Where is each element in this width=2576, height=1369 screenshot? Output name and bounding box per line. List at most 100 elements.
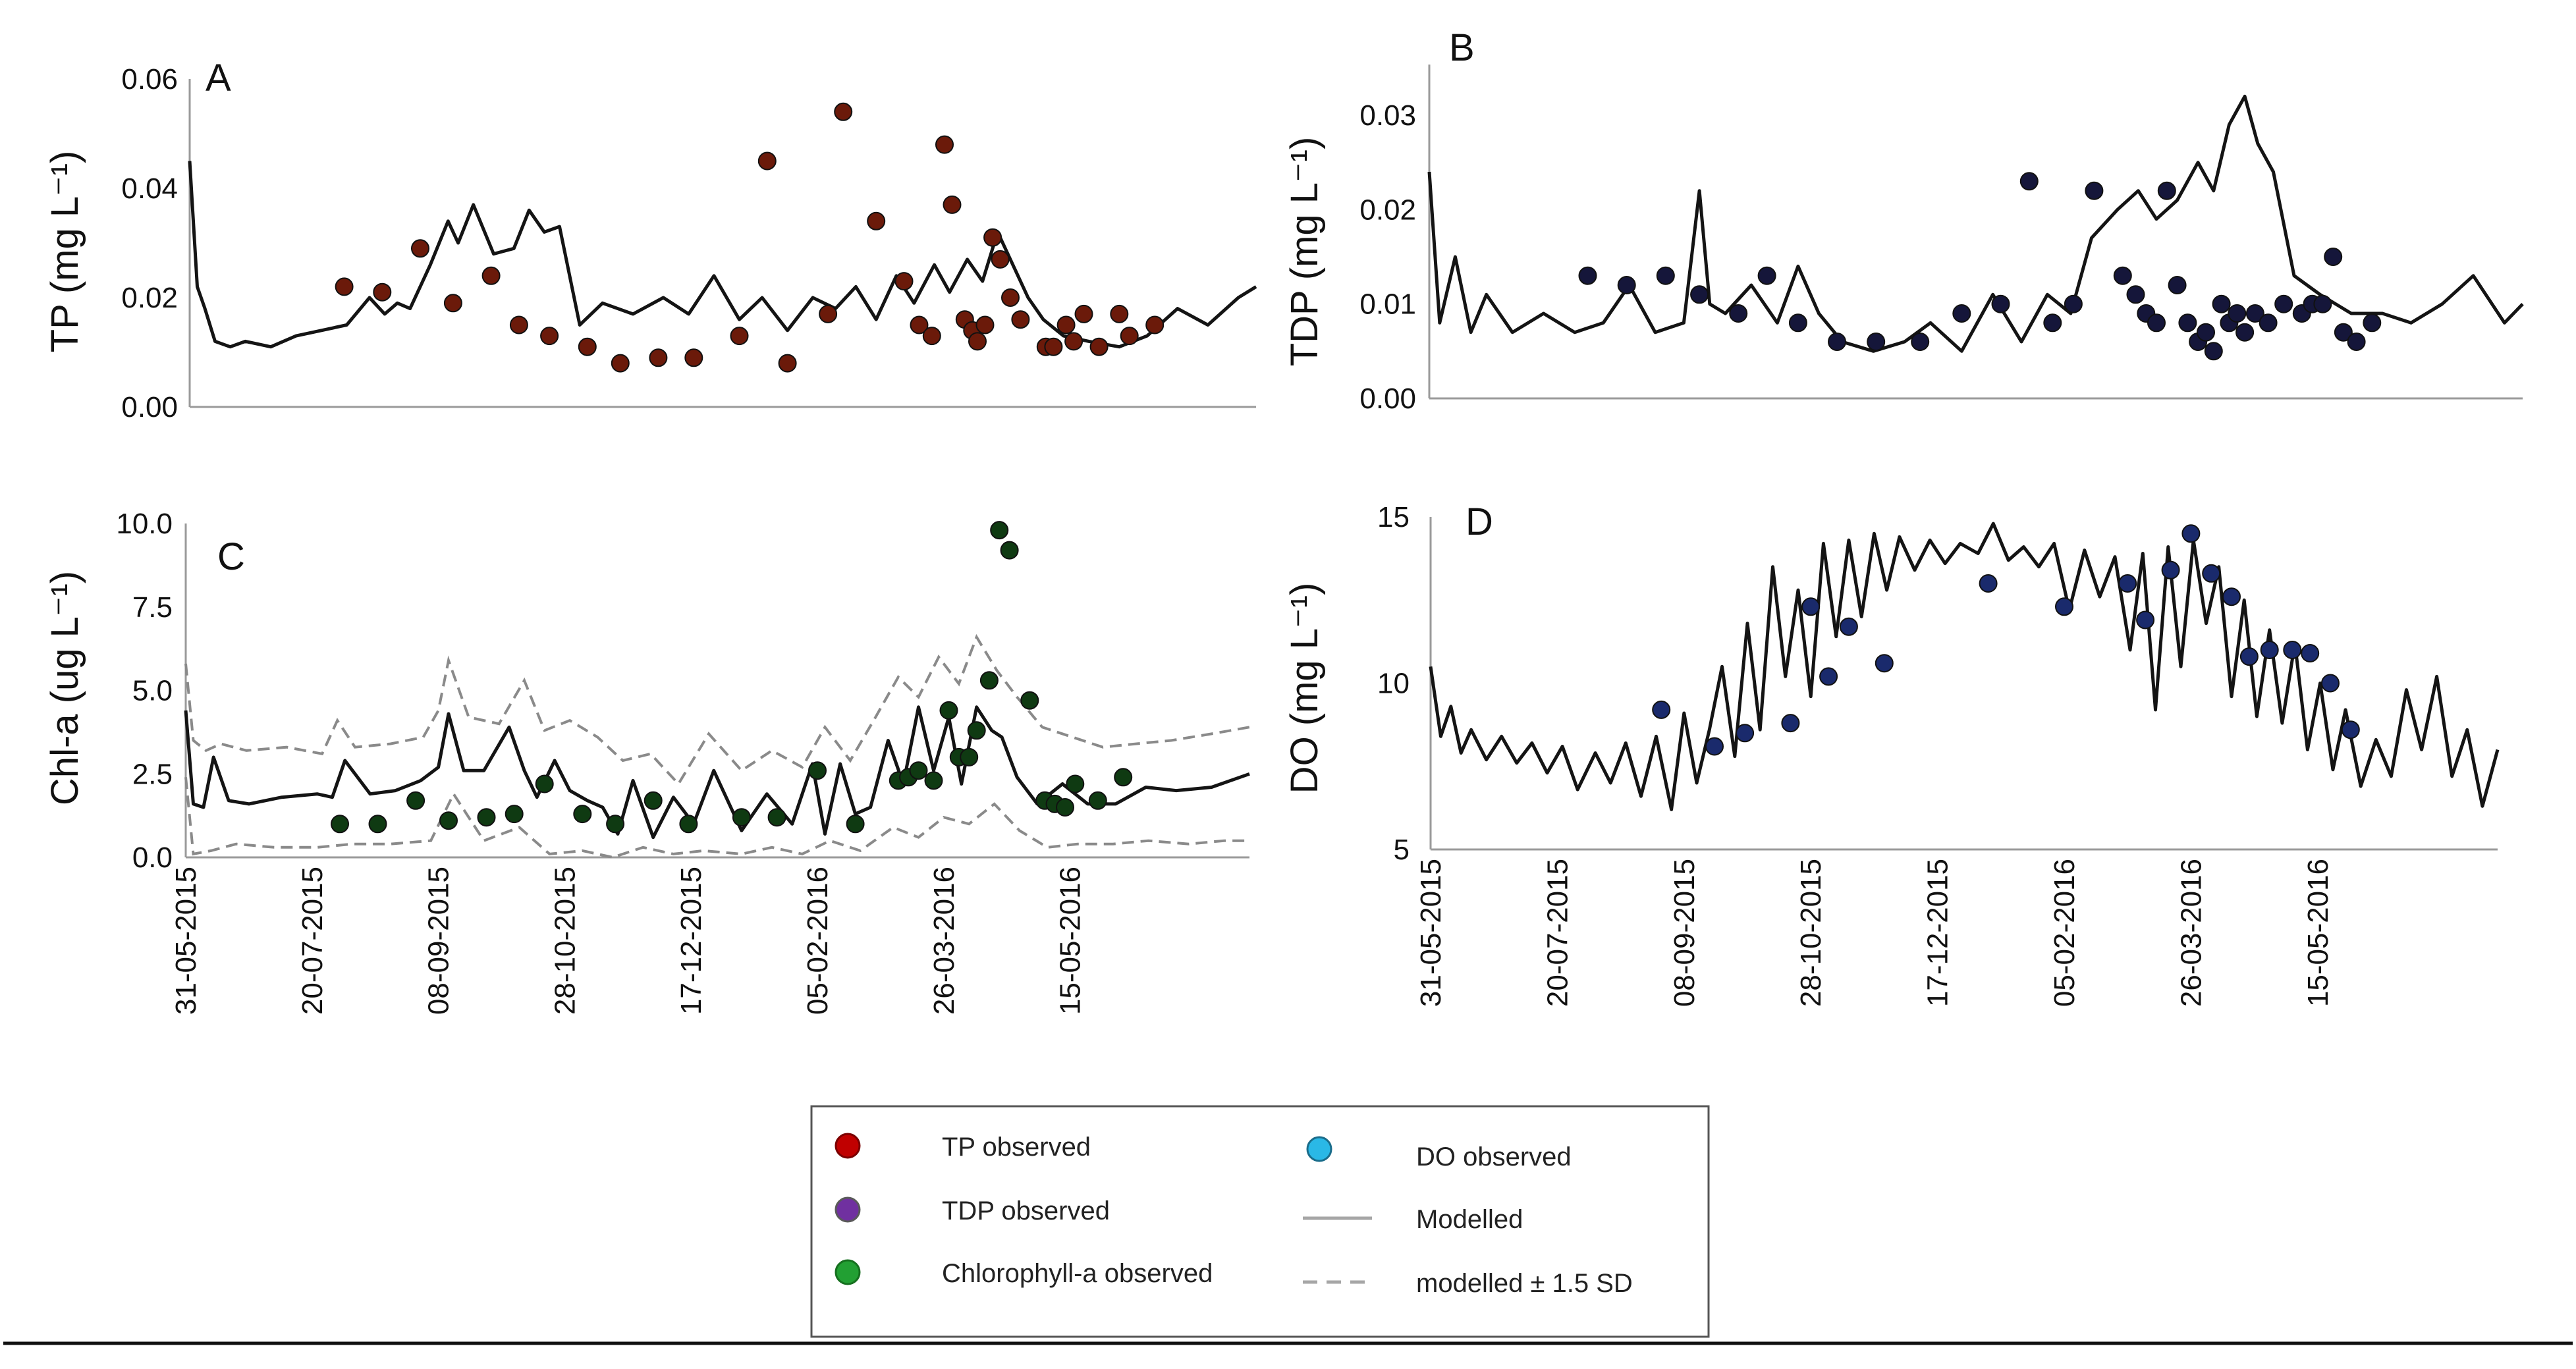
observed-point-c xyxy=(1056,798,1074,817)
observed-point-d xyxy=(2301,644,2320,662)
legend-marker-chla xyxy=(835,1259,861,1285)
sd-band-c xyxy=(184,633,1250,859)
observed-point-d xyxy=(2055,597,2073,616)
y-tick-label-b: 0.00 xyxy=(1359,383,1416,415)
observed-point-c xyxy=(477,808,496,827)
modelled-line-a xyxy=(188,161,1257,349)
y-ticks-c: 0.0 2.5 5.0 7.5 10.0 xyxy=(116,508,173,874)
observed-point-a xyxy=(611,354,630,373)
y-tick-label-b: 0.03 xyxy=(1359,99,1416,132)
x-tick-label-c: 05-02-2016 xyxy=(802,867,834,1015)
x-tick-label-c: 15-05-2016 xyxy=(1055,867,1087,1015)
x-tick-label-d: 15-05-2016 xyxy=(2302,859,2334,1007)
legend-label-modelled: Modelled xyxy=(1416,1205,1523,1234)
panel-a: A TP (mg L⁻¹) 0.00 0.02 0.04 0.06 xyxy=(43,57,1257,423)
y-tick-label-a: 0.06 xyxy=(121,63,178,95)
observed-point-b xyxy=(2147,313,2166,333)
legend-label-do: DO observed xyxy=(1416,1142,1572,1171)
x-tick-label-d: 08-09-2015 xyxy=(1668,859,1701,1007)
panel-c: C Chl-a (ug L⁻¹) 0.0 2.5 5.0 7.5 10.0 31-05-… xyxy=(43,508,1250,1015)
observed-points-d xyxy=(1652,524,2360,756)
observed-point-c xyxy=(1114,768,1133,787)
observed-point-a xyxy=(910,315,929,335)
observed-point-d xyxy=(2202,564,2221,583)
observed-point-a xyxy=(922,327,941,346)
y-tick-label-c: 0.0 xyxy=(132,842,173,874)
observed-point-a xyxy=(834,102,853,121)
observed-point-a xyxy=(481,266,501,285)
x-tick-label-d: 20-07-2015 xyxy=(1541,859,1574,1007)
observed-point-c xyxy=(606,815,625,834)
y-ticks-a: 0.00 0.02 0.04 0.06 xyxy=(121,63,178,423)
observed-point-a xyxy=(1074,304,1093,323)
observed-point-a xyxy=(443,294,462,313)
observed-point-c xyxy=(406,791,425,810)
observed-point-b xyxy=(2157,181,2176,200)
observed-point-b xyxy=(2334,323,2353,342)
observed-point-a xyxy=(1001,288,1020,307)
observed-point-d xyxy=(1652,700,1671,719)
legend-box xyxy=(810,1105,1710,1338)
observed-point-b xyxy=(2085,181,2104,200)
observed-point-c xyxy=(846,815,865,834)
y-axis-label-c: Chl-a (ug L⁻¹) xyxy=(43,571,86,805)
x-ticks-d: 31-05-2015 20-07-2015 08-09-2015 28-10-2015… xyxy=(1415,859,2334,1007)
observed-point-a xyxy=(509,315,528,335)
observed-point-c xyxy=(960,747,979,766)
observed-point-a xyxy=(867,211,886,230)
x-tick-label-d: 05-02-2016 xyxy=(2048,859,2081,1007)
observed-point-b xyxy=(2245,304,2264,323)
observed-point-c xyxy=(1000,541,1019,560)
observed-points-b xyxy=(1578,172,2382,361)
observed-point-d xyxy=(1705,737,1724,756)
observed-point-a xyxy=(943,195,962,214)
modelled-line-c xyxy=(184,705,1250,840)
observed-point-b xyxy=(2064,294,2083,313)
observed-point-c xyxy=(368,815,387,834)
observed-point-b xyxy=(2126,285,2145,304)
observed-point-c xyxy=(439,811,458,830)
observed-point-a xyxy=(894,272,914,291)
legend-label-tdp: TDP observed xyxy=(942,1196,1110,1225)
y-ticks-d: 5 10 15 xyxy=(1377,501,1410,866)
x-tick-label-d: 31-05-2015 xyxy=(1415,859,1447,1007)
x-tick-label-c: 28-10-2015 xyxy=(549,867,581,1015)
observed-point-b xyxy=(1656,266,1675,285)
observed-point-a xyxy=(1044,337,1063,356)
y-tick-label-a: 0.02 xyxy=(121,282,178,314)
panel-d: D DO (mg L⁻¹) 5 10 15 31-05-2015 20-07-2015… xyxy=(1283,500,2500,1007)
observed-point-a xyxy=(411,239,429,258)
observed-point-d xyxy=(2181,524,2201,543)
observed-point-d xyxy=(1875,654,1894,673)
observed-point-c xyxy=(909,761,928,780)
y-axis-label-d: DO (mg L⁻¹) xyxy=(1283,583,1326,794)
observed-point-a xyxy=(335,277,354,296)
observed-point-b xyxy=(2324,248,2343,266)
observed-point-b xyxy=(1578,266,1597,285)
observed-point-d xyxy=(2260,641,2279,659)
observed-point-a xyxy=(649,348,668,367)
observed-point-c xyxy=(990,521,1009,540)
observed-point-b xyxy=(2113,266,2132,285)
observed-point-d xyxy=(2341,720,2360,739)
observed-point-a xyxy=(730,327,749,346)
observed-point-b xyxy=(2347,333,2366,351)
observed-point-b xyxy=(2235,323,2255,342)
panel-label-d: D xyxy=(1466,500,1493,543)
observed-point-c xyxy=(967,721,986,740)
y-tick-label-c: 2.5 xyxy=(132,758,173,790)
observed-point-d xyxy=(2321,674,2340,693)
x-tick-label-c: 26-03-2016 xyxy=(928,867,960,1015)
observed-point-c xyxy=(505,805,524,824)
observed-point-b xyxy=(2043,313,2062,333)
observed-point-d xyxy=(2239,647,2259,666)
legend-label-chla: Chlorophyll-a observed xyxy=(942,1259,1213,1288)
sd-upper-line-c xyxy=(184,633,1250,786)
observed-point-a xyxy=(819,304,838,323)
observed-point-a xyxy=(968,332,987,351)
observed-point-a xyxy=(975,315,995,335)
observed-point-a xyxy=(991,250,1010,269)
observed-point-a xyxy=(684,348,703,367)
y-tick-label-b: 0.01 xyxy=(1359,288,1416,321)
